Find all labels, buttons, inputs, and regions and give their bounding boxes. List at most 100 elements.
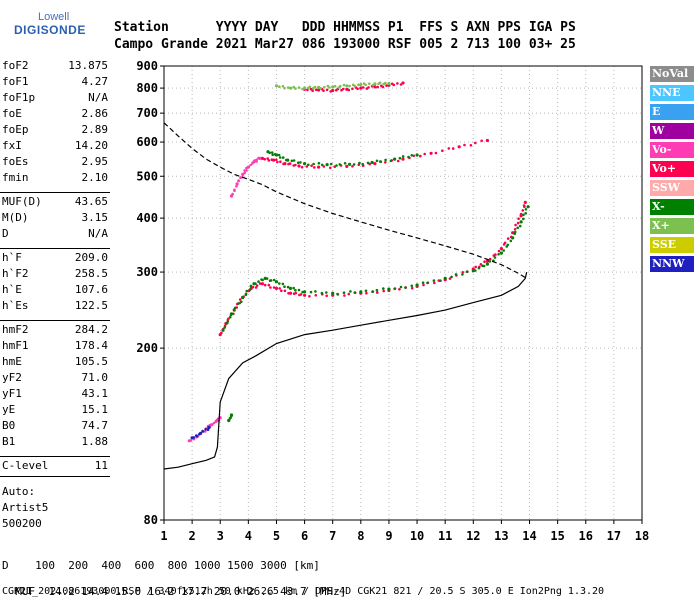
data-point: [361, 162, 365, 166]
data-point: [267, 159, 271, 162]
data-point: [292, 159, 296, 162]
param-value: N/A: [88, 227, 108, 240]
data-point: [236, 302, 240, 305]
data-point: [286, 285, 290, 289]
param-yf1: yF1 43.1: [2, 387, 108, 403]
data-point: [345, 164, 349, 168]
param-m-d-: M(D) 3.15: [2, 211, 108, 227]
data-point: [422, 283, 425, 287]
data-point: [522, 217, 525, 221]
param-d: D N/A: [2, 227, 108, 243]
data-point: [384, 161, 387, 164]
param-name: h`F2: [2, 267, 29, 280]
data-point: [333, 84, 337, 88]
param-value: 43.1: [81, 387, 109, 400]
data-point: [522, 213, 525, 217]
data-point: [299, 161, 302, 164]
muf-row: MUF 14.2 14.4 15.0 16.2 17.7 20.0 26.6 4…: [2, 572, 346, 598]
y-tick-label: 700: [136, 106, 158, 120]
x-tick-label: 9: [385, 529, 392, 543]
data-point: [480, 139, 484, 143]
data-point: [348, 162, 352, 166]
data-point: [465, 270, 469, 274]
data-point: [423, 152, 427, 156]
param-fmin: fmin 2.10: [2, 171, 108, 187]
param-name: C-level: [2, 459, 49, 472]
data-point: [254, 282, 257, 285]
series-trace-2: [260, 138, 489, 170]
data-point: [474, 269, 477, 272]
data-point: [494, 253, 497, 256]
y-tick-label: 600: [136, 135, 158, 149]
data-point: [229, 312, 234, 316]
logo-brand: Lowell: [38, 11, 70, 23]
data-point: [292, 85, 296, 89]
data-point: [343, 294, 346, 297]
data-point: [305, 165, 309, 168]
muf-unit: [MHz]: [313, 585, 347, 598]
data-point: [228, 416, 232, 420]
data-point: [267, 283, 271, 287]
data-point: [226, 320, 229, 323]
param-name: hmF2: [2, 323, 29, 336]
param-value: 2.89: [81, 123, 109, 136]
data-point: [255, 158, 258, 162]
x-tick-label: 1: [160, 529, 167, 543]
data-point: [308, 295, 311, 298]
param-name: yF1: [2, 387, 22, 400]
param-name: yF2: [2, 371, 22, 384]
data-point: [412, 154, 416, 158]
data-point: [393, 157, 397, 161]
data-point: [204, 430, 207, 433]
data-point: [410, 154, 414, 157]
data-point: [269, 286, 272, 289]
chart-grid: [163, 65, 643, 521]
header-row-labels: Station YYYY DAY DDD HHMMSS P1 FFS S AXN…: [114, 20, 576, 35]
series-trace-8: [190, 425, 211, 440]
data-point: [384, 81, 387, 85]
param-c-level: C-level 11: [2, 459, 108, 475]
data-point: [392, 83, 396, 87]
x-tick-label: 7: [329, 529, 336, 543]
data-point: [283, 162, 287, 166]
data-point: [281, 156, 285, 159]
data-point: [353, 291, 357, 294]
y-tick-label: 800: [136, 81, 158, 95]
param-name: h`F: [2, 251, 22, 264]
param-b0: B0 74.7: [2, 419, 108, 435]
data-point: [434, 151, 438, 155]
data-point: [347, 88, 351, 92]
data-point: [329, 162, 333, 166]
data-point: [243, 171, 246, 175]
data-point: [338, 163, 342, 166]
data-point: [485, 138, 489, 143]
data-point: [323, 85, 326, 89]
data-point: [410, 286, 414, 290]
data-point: [294, 87, 297, 90]
data-point: [238, 298, 242, 301]
data-point: [365, 291, 368, 295]
data-point: [387, 81, 391, 86]
data-point: [448, 277, 452, 280]
data-point: [509, 239, 513, 243]
data-point: [229, 413, 234, 417]
x-tick-label: 11: [438, 529, 452, 543]
param-value: 284.2: [74, 323, 108, 336]
data-point: [269, 279, 273, 282]
data-point: [387, 287, 391, 291]
param-value: 74.7: [81, 419, 109, 432]
data-point: [257, 280, 260, 283]
data-point: [516, 226, 519, 230]
data-point: [361, 86, 365, 89]
data-point: [233, 306, 237, 310]
data-point: [335, 164, 338, 167]
data-point: [499, 251, 503, 255]
data-point: [199, 431, 203, 435]
data-point: [237, 179, 240, 182]
data-point: [290, 159, 294, 163]
data-point: [419, 154, 422, 158]
data-point: [274, 280, 279, 284]
data-point: [522, 204, 526, 207]
autoscale-code: 500200: [2, 517, 42, 530]
